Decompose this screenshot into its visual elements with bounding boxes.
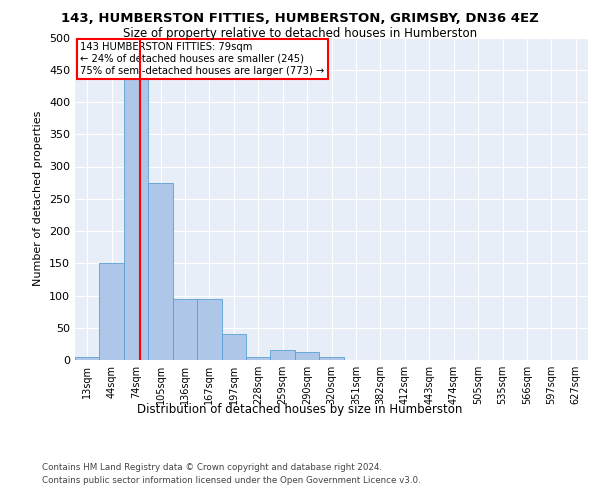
Bar: [197, 298, 221, 360]
Text: Size of property relative to detached houses in Humberston: Size of property relative to detached ho…: [123, 28, 477, 40]
Text: 143, HUMBERSTON FITTIES, HUMBERSTON, GRIMSBY, DN36 4EZ: 143, HUMBERSTON FITTIES, HUMBERSTON, GRI…: [61, 12, 539, 26]
Bar: [148, 182, 173, 360]
Bar: [271, 350, 295, 360]
Bar: [173, 298, 197, 360]
Text: Contains HM Land Registry data © Crown copyright and database right 2024.: Contains HM Land Registry data © Crown c…: [42, 462, 382, 471]
Y-axis label: Number of detached properties: Number of detached properties: [34, 111, 43, 286]
Bar: [295, 352, 319, 360]
Bar: [246, 357, 271, 360]
Text: Contains public sector information licensed under the Open Government Licence v3: Contains public sector information licen…: [42, 476, 421, 485]
Bar: [319, 357, 344, 360]
Bar: [124, 57, 148, 360]
Bar: [75, 357, 100, 360]
Bar: [100, 263, 124, 360]
Text: Distribution of detached houses by size in Humberston: Distribution of detached houses by size …: [137, 402, 463, 415]
Text: 143 HUMBERSTON FITTIES: 79sqm
← 24% of detached houses are smaller (245)
75% of : 143 HUMBERSTON FITTIES: 79sqm ← 24% of d…: [80, 42, 325, 76]
Bar: [221, 334, 246, 360]
